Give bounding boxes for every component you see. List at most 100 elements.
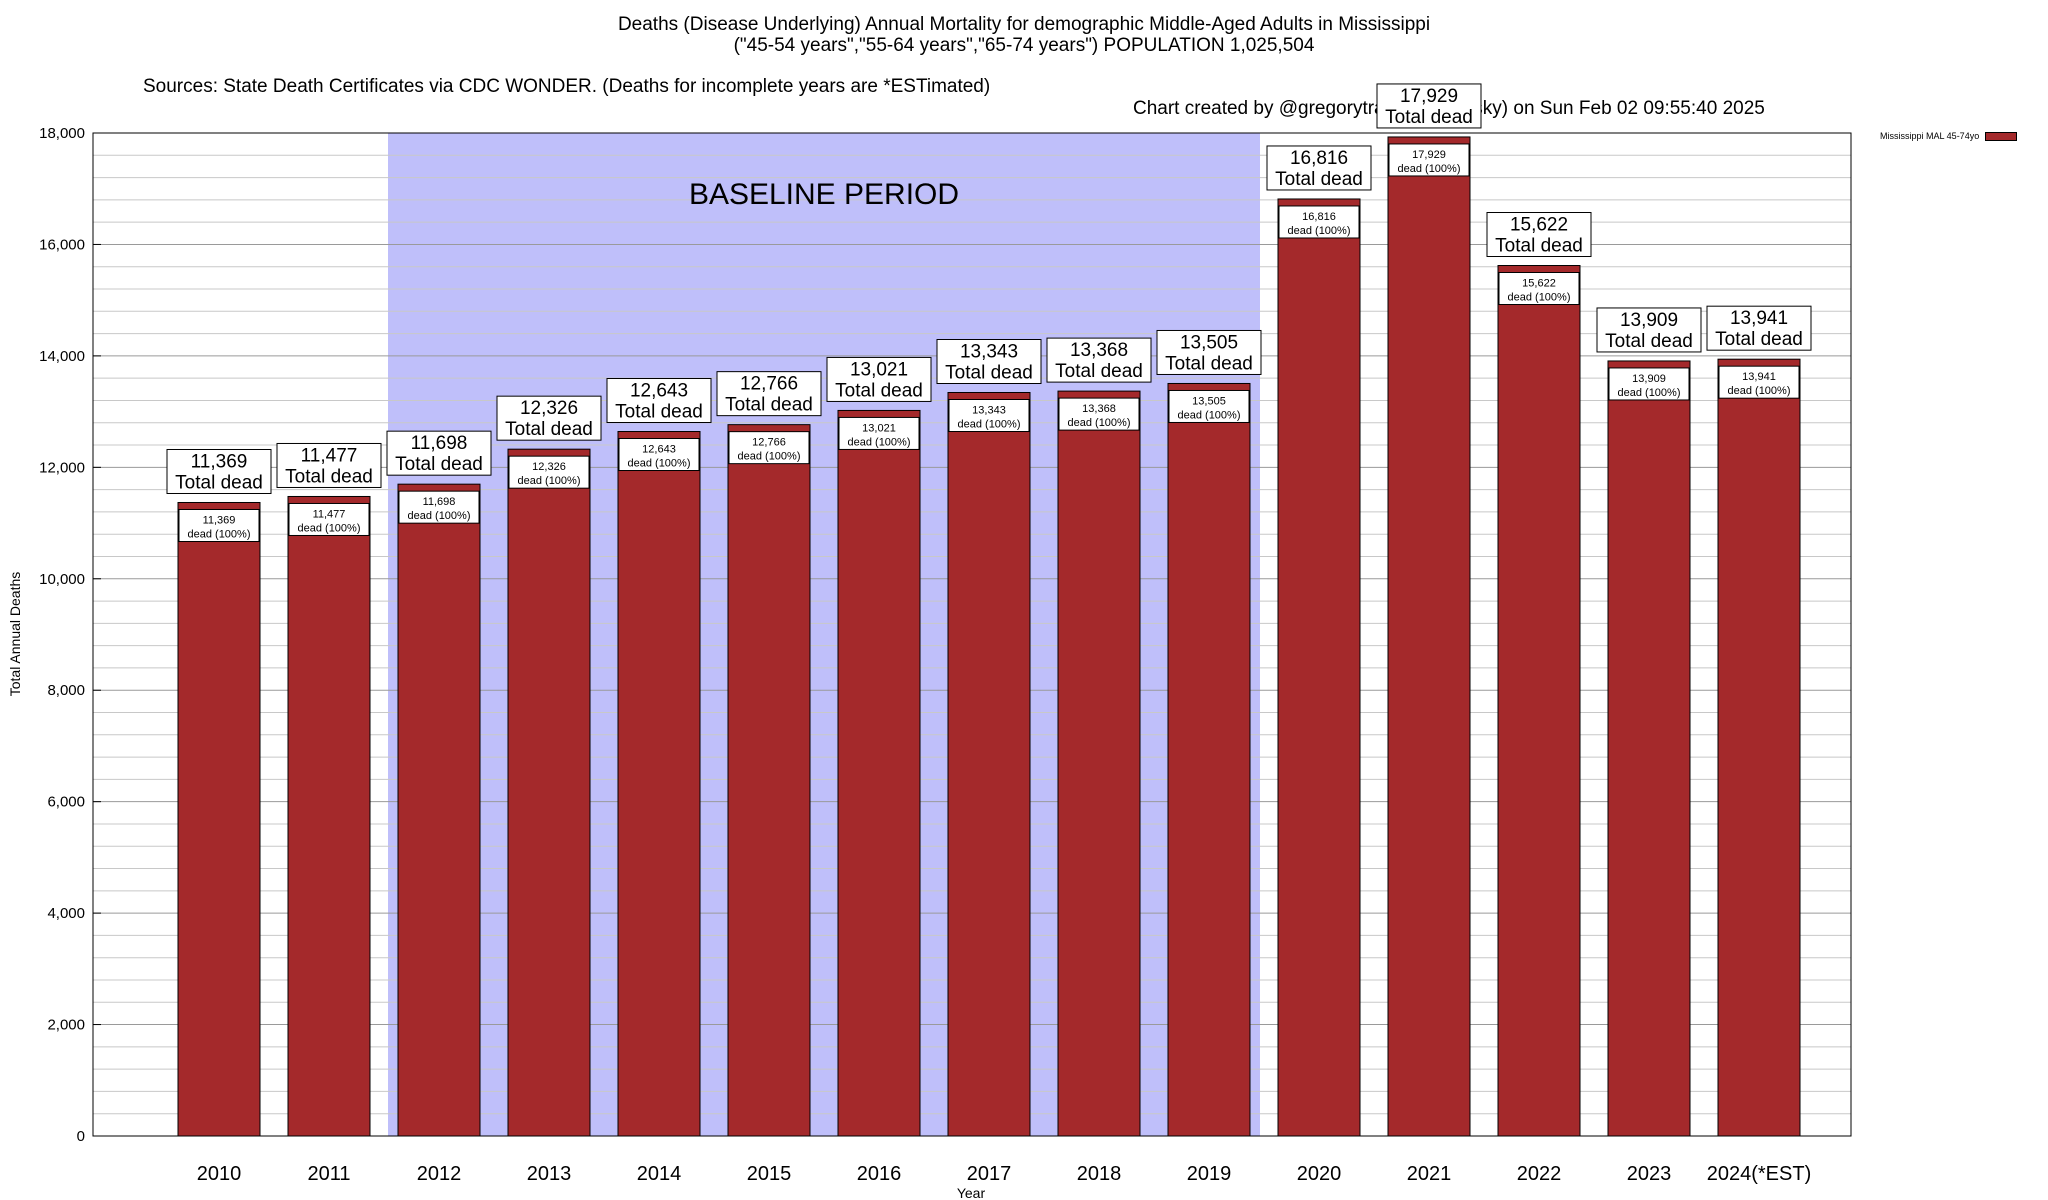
bar-inner-pct: dead (100%) xyxy=(1618,387,1681,399)
bar-total-label-box xyxy=(1706,305,1812,351)
bar-total-value: 11,698 xyxy=(411,433,468,454)
bar-total-value: 13,505 xyxy=(1180,332,1238,353)
legend: Mississippi MAL 45-74yo xyxy=(1880,131,2018,141)
bar xyxy=(947,391,1031,1137)
bar-inner-label-box xyxy=(1168,389,1250,423)
bar-total-label-box xyxy=(496,395,602,441)
x-tick-label: 2023 xyxy=(1627,1163,1672,1185)
bar-inner-value: 15,622 xyxy=(1522,278,1556,290)
x-axis-title: Year xyxy=(957,1185,986,1200)
bar-inner-value: 12,643 xyxy=(642,444,676,456)
bar-total-label-box xyxy=(1046,337,1152,383)
bar-total-value: 13,909 xyxy=(1620,310,1678,331)
bar-inner-label-box xyxy=(1058,397,1140,431)
bar-inner-label-box xyxy=(1498,272,1580,306)
bar-total-value: 12,326 xyxy=(520,398,578,419)
x-tick-label: 2015 xyxy=(747,1163,792,1185)
bar-inner-value: 11,477 xyxy=(313,508,346,520)
bar xyxy=(1607,360,1691,1137)
bar-total-value: 11,477 xyxy=(301,445,358,466)
bar-inner-label-box xyxy=(178,508,260,542)
bar xyxy=(617,431,701,1137)
x-tick-label: 2013 xyxy=(527,1163,572,1185)
bar-inner-label-box xyxy=(948,398,1030,432)
bar-total-value: 13,941 xyxy=(1730,308,1788,329)
bar-total-label-box xyxy=(936,338,1042,384)
bar-total-value: 12,643 xyxy=(630,381,688,402)
bar xyxy=(727,424,811,1137)
bar xyxy=(1717,358,1801,1137)
bar-inner-label-box xyxy=(1388,143,1470,177)
bar-inner-pct: dead (100%) xyxy=(298,522,361,534)
bar-total-text: Total dead xyxy=(835,380,923,401)
y-tick-label: 12,000 xyxy=(39,459,85,476)
bar-total-value: 12,766 xyxy=(740,374,798,395)
bar-total-label-box xyxy=(1596,307,1702,353)
bar-total-text: Total dead xyxy=(1715,329,1803,350)
bar-total-text: Total dead xyxy=(395,454,483,475)
bar-total-value: 13,343 xyxy=(960,341,1018,362)
x-tick-label: 2017 xyxy=(967,1163,1012,1185)
bar-inner-label-box xyxy=(1608,367,1690,401)
bar xyxy=(1497,265,1581,1137)
x-tick-label: 2022 xyxy=(1517,1163,1562,1185)
bar-inner-value: 13,505 xyxy=(1192,395,1226,407)
bar-inner-value: 13,343 xyxy=(972,404,1006,416)
bar-inner-pct: dead (100%) xyxy=(1068,417,1131,429)
chart-subtitle: ("45-54 years","55-64 years","65-74 year… xyxy=(733,35,1315,56)
x-tick-label: 2020 xyxy=(1297,1163,1342,1185)
y-tick-label: 6,000 xyxy=(47,794,85,811)
y-tick-label: 14,000 xyxy=(39,348,85,365)
bar xyxy=(1167,382,1251,1137)
bar-inner-label-box xyxy=(508,455,590,489)
bar-total-value: 16,816 xyxy=(1290,148,1348,169)
bar-total-text: Total dead xyxy=(1055,361,1143,382)
bar xyxy=(287,495,371,1137)
y-tick-label: 4,000 xyxy=(47,905,85,922)
bar-inner-pct: dead (100%) xyxy=(1728,385,1791,397)
bar-total-text: Total dead xyxy=(285,466,373,487)
bar-inner-value: 12,326 xyxy=(532,461,566,473)
bar-total-value: 11,369 xyxy=(191,451,248,472)
bar-inner-label-box xyxy=(398,490,480,524)
bar xyxy=(1057,390,1141,1137)
plot-frame xyxy=(92,132,1852,1137)
bar-inner-pct: dead (100%) xyxy=(1178,409,1241,421)
bar-inner-pct: dead (100%) xyxy=(848,436,911,448)
bar-inner-pct: dead (100%) xyxy=(738,451,801,463)
x-tick-label: 2011 xyxy=(307,1163,350,1185)
bar-inner-label-box xyxy=(838,416,920,450)
bar-inner-label-box xyxy=(288,502,370,536)
x-tick-label: 2019 xyxy=(1187,1163,1232,1185)
legend-label: Mississippi MAL 45-74yo xyxy=(1880,131,1980,141)
x-tick-label: 2014 xyxy=(637,1163,682,1185)
baseline-label: BASELINE PERIOD xyxy=(689,178,959,211)
chart-title: Deaths (Disease Underlying) Annual Morta… xyxy=(617,14,1431,35)
chart-sources: Sources: State Death Certificates via CD… xyxy=(143,76,991,97)
bar xyxy=(507,448,591,1137)
bar-total-text: Total dead xyxy=(1275,169,1363,190)
bar-inner-value: 13,021 xyxy=(862,422,896,434)
bar-total-text: Total dead xyxy=(1385,107,1473,128)
y-tick-label: 8,000 xyxy=(47,682,85,699)
bar-total-text: Total dead xyxy=(505,419,593,440)
bar-inner-pct: dead (100%) xyxy=(1288,225,1351,237)
y-tick-label: 2,000 xyxy=(47,1017,85,1034)
x-tick-label: 2012 xyxy=(417,1163,462,1185)
bar xyxy=(1387,136,1471,1137)
bar xyxy=(397,483,481,1137)
bar-total-label-box xyxy=(276,442,382,488)
bar-inner-label-box xyxy=(1278,205,1360,239)
bar-inner-pct: dead (100%) xyxy=(958,418,1021,430)
bar-inner-value: 13,368 xyxy=(1082,403,1116,415)
bar-inner-pct: dead (100%) xyxy=(188,528,251,540)
bar-inner-value: 12,766 xyxy=(752,437,786,449)
bar-inner-label-box xyxy=(728,431,810,465)
y-tick-label: 18,000 xyxy=(39,125,85,142)
bar-total-label-box xyxy=(716,371,822,417)
bar-total-label-box xyxy=(606,378,712,424)
bar-total-value: 13,021 xyxy=(850,359,908,380)
bar-inner-pct: dead (100%) xyxy=(1508,292,1571,304)
bar-total-text: Total dead xyxy=(1165,353,1253,374)
